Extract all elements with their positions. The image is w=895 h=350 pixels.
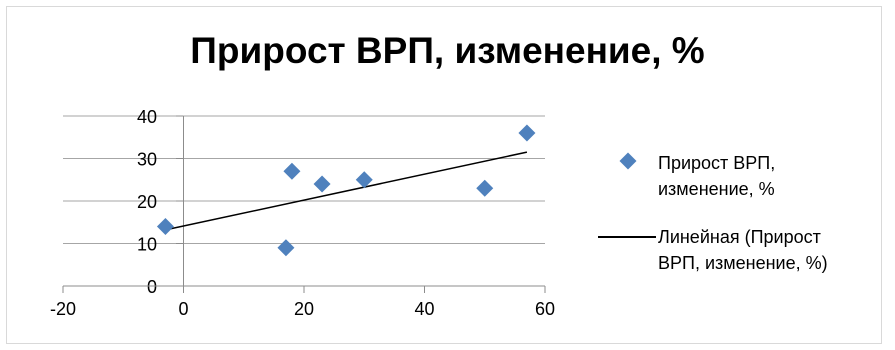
data-point [156, 218, 174, 235]
data-point [283, 162, 301, 180]
trendline [165, 151, 528, 231]
legend-series-label-line1: Прирост ВРП, [658, 153, 776, 173]
legend-diamond-marker [619, 152, 637, 170]
y-tick-label: 0 [147, 277, 157, 297]
y-tick-label: 20 [137, 192, 157, 212]
legend-trendline-swatch [598, 236, 656, 238]
data-point [476, 179, 494, 197]
data-point [313, 175, 331, 193]
x-tick-label: -20 [50, 299, 76, 319]
legend-trend-label-line2: ВРП, изменение, %) [658, 253, 828, 273]
x-tick-label: 40 [414, 299, 434, 319]
legend-series-label-line2: изменение, % [658, 179, 775, 199]
x-tick-label: 0 [178, 299, 188, 319]
x-tick-label: 20 [294, 299, 314, 319]
data-point [277, 239, 295, 257]
chart-title: Прирост ВРП, изменение, % [190, 30, 705, 71]
y-tick-label: 30 [137, 150, 157, 170]
data-point [355, 171, 373, 189]
legend-trend-label-line1: Линейная (Прирост [658, 227, 821, 247]
legend-item-series: Прирост ВРП, изменение, % [610, 150, 890, 202]
y-tick-label: 40 [137, 107, 157, 127]
y-tick-label: 10 [137, 235, 157, 255]
legend-item-trendline: Линейная (Прирост ВРП, изменение, %) [598, 224, 890, 276]
data-point [518, 124, 536, 142]
legend: Прирост ВРП, изменение, % Линейная (Прир… [598, 150, 890, 298]
chart-frame [6, 6, 882, 344]
x-tick-label: 60 [535, 299, 555, 319]
